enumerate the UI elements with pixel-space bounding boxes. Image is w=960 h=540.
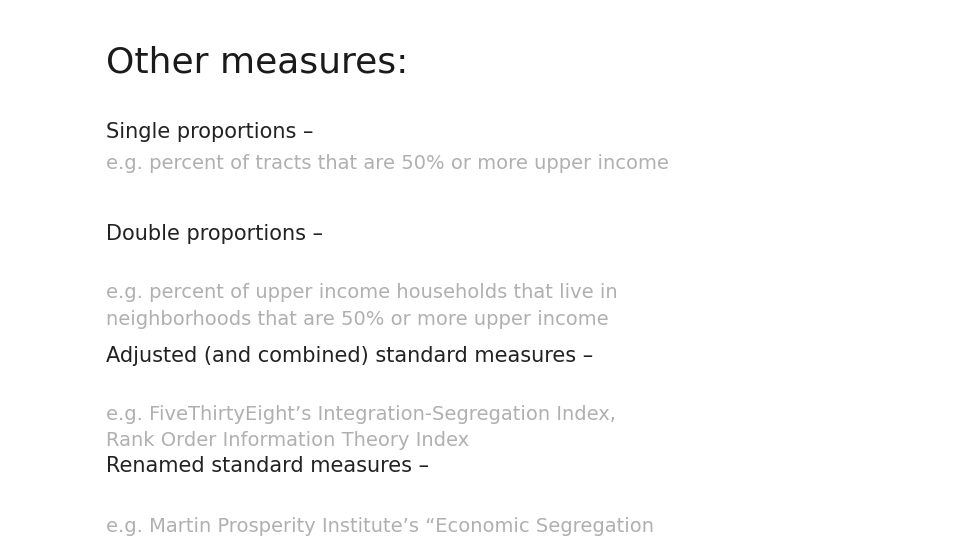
- Text: Single proportions –: Single proportions –: [106, 122, 313, 141]
- Text: e.g. Martin Prosperity Institute’s “Economic Segregation
Index”, which is just t: e.g. Martin Prosperity Institute’s “Econ…: [106, 517, 708, 540]
- Text: e.g. FiveThirtyEight’s Integration-Segregation Index,
Rank Order Information The: e.g. FiveThirtyEight’s Integration-Segre…: [106, 405, 615, 450]
- Text: Renamed standard measures –: Renamed standard measures –: [106, 456, 428, 476]
- Text: e.g. percent of upper income households that live in
neighborhoods that are 50% : e.g. percent of upper income households …: [106, 284, 617, 329]
- Text: e.g. percent of tracts that are 50% or more upper income: e.g. percent of tracts that are 50% or m…: [106, 154, 668, 173]
- Text: Other measures:: Other measures:: [106, 46, 408, 80]
- Text: Adjusted (and combined) standard measures –: Adjusted (and combined) standard measure…: [106, 346, 592, 366]
- Text: Double proportions –: Double proportions –: [106, 224, 323, 244]
